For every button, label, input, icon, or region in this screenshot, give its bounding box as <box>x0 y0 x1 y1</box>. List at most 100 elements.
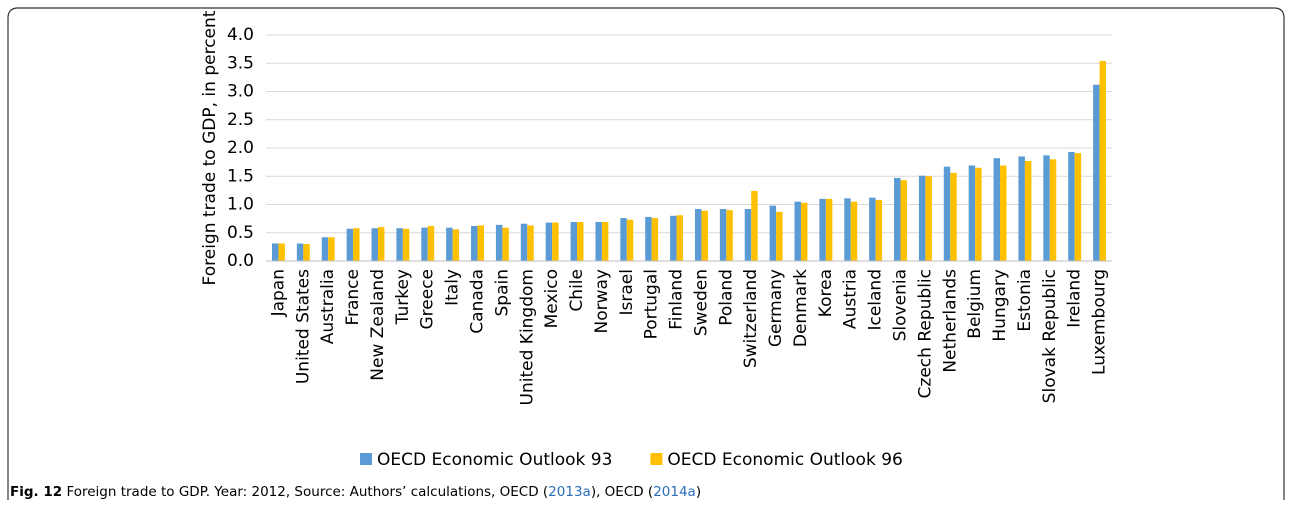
bar <box>950 172 957 261</box>
y-tick-label: 1.0 <box>227 195 254 215</box>
bar <box>477 225 484 261</box>
y-tick-label: 3.0 <box>227 82 254 102</box>
bar <box>800 202 808 261</box>
bar <box>993 158 1001 261</box>
reference-link[interactable]: 2013a <box>548 484 591 500</box>
bar <box>819 198 826 261</box>
bar <box>726 210 733 261</box>
bar <box>626 219 634 261</box>
figure-border <box>7 7 1285 500</box>
bar <box>900 180 907 261</box>
bar <box>676 215 684 261</box>
bar <box>303 244 310 261</box>
bar <box>452 229 460 261</box>
caption-text: ) <box>696 484 701 500</box>
bar <box>925 176 932 261</box>
x-tick-label: Portugal <box>642 269 662 339</box>
x-tick-label: Mexico <box>542 269 562 328</box>
bar <box>346 228 354 261</box>
y-tick-label: 4.0 <box>227 25 254 45</box>
bar <box>271 243 279 261</box>
bar <box>651 218 659 261</box>
x-tick-label: Slovenia <box>891 269 911 341</box>
bar <box>570 222 578 261</box>
bar <box>776 211 783 261</box>
x-tick-label: Norway <box>592 269 612 334</box>
x-tick-label: Slovak Republic <box>1040 269 1060 403</box>
bar <box>645 216 652 261</box>
bar <box>701 210 708 261</box>
x-tick-label: Czech Republic <box>915 269 935 398</box>
bar <box>446 227 453 261</box>
caption-label: Fig. 12 <box>10 484 62 500</box>
bar <box>869 197 876 261</box>
bar <box>520 223 528 261</box>
bar <box>421 227 428 261</box>
x-tick-label: Spain <box>492 269 512 317</box>
x-tick-label: Hungary <box>990 269 1010 342</box>
bar <box>918 175 926 261</box>
x-tick-label: Sweden <box>691 269 711 336</box>
bar <box>1024 160 1032 261</box>
bar <box>875 199 883 261</box>
bar <box>943 166 951 261</box>
x-tick-label: France <box>343 269 363 326</box>
bar <box>844 198 851 261</box>
bar <box>1018 156 1025 261</box>
bar <box>601 222 609 261</box>
y-tick-label: 0.0 <box>227 251 254 271</box>
bar <box>495 224 503 261</box>
y-axis-label: Foreign trade to GDP, in percent <box>200 10 220 285</box>
x-tick-label: Ireland <box>1065 269 1085 328</box>
bar <box>744 209 752 261</box>
bar <box>377 227 385 261</box>
bar <box>968 165 976 261</box>
legend-label: OECD Economic Outlook 96 <box>667 450 902 470</box>
reference-link[interactable]: 2014a <box>653 484 696 500</box>
y-tick-label: 1.5 <box>227 166 254 186</box>
y-tick-label: 0.5 <box>227 223 254 243</box>
bar <box>825 198 833 261</box>
x-tick-label: New Zealand <box>368 269 388 381</box>
x-tick-label: Estonia <box>1015 269 1035 332</box>
bar <box>769 205 777 261</box>
x-tick-label: Belgium <box>965 269 985 339</box>
bar <box>396 228 403 261</box>
x-tick-label: Korea <box>816 269 836 317</box>
bar <box>278 243 285 261</box>
bar <box>1068 151 1075 261</box>
x-tick-label: Canada <box>468 269 488 334</box>
x-tick-label: Italy <box>443 269 463 306</box>
x-tick-label: Germany <box>766 269 786 347</box>
bar <box>1093 84 1100 261</box>
x-tick-label: Chile <box>567 269 587 312</box>
y-tick-label: 3.5 <box>227 53 254 73</box>
y-tick-label: 2.5 <box>227 110 254 130</box>
bar <box>670 215 677 261</box>
caption-text: Foreign trade to GDP. Year: 2012, Source… <box>66 484 548 500</box>
bar <box>894 177 901 261</box>
x-tick-label: Netherlands <box>940 269 960 373</box>
x-tick-label: United Kingdom <box>517 269 537 405</box>
bar <box>296 243 304 261</box>
bar <box>552 222 559 261</box>
legend-label: OECD Economic Outlook 93 <box>377 450 612 470</box>
bar <box>1000 165 1007 261</box>
bar <box>471 225 478 261</box>
x-tick-label: Finland <box>667 269 687 330</box>
legend-swatch <box>650 453 663 465</box>
x-tick-label: Iceland <box>866 269 886 331</box>
x-tick-label: Luxembourg <box>1090 269 1110 375</box>
bar <box>328 237 335 261</box>
bar <box>427 225 435 261</box>
bar <box>1074 153 1082 261</box>
x-tick-label: United States <box>293 269 313 384</box>
x-tick-label: Poland <box>716 269 736 326</box>
y-tick-label: 2.0 <box>227 138 254 158</box>
x-tick-label: Israel <box>617 269 637 315</box>
x-tick-label: Denmark <box>791 269 811 347</box>
bar <box>751 190 758 261</box>
bar <box>794 201 801 261</box>
caption: Fig. 12 Foreign trade to GDP. Year: 2012… <box>10 484 701 500</box>
